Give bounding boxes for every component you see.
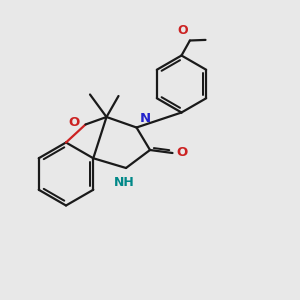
- Text: NH: NH: [114, 176, 135, 189]
- Text: O: O: [68, 116, 80, 129]
- Text: O: O: [177, 146, 188, 160]
- Text: N: N: [140, 112, 151, 124]
- Text: O: O: [177, 25, 188, 38]
